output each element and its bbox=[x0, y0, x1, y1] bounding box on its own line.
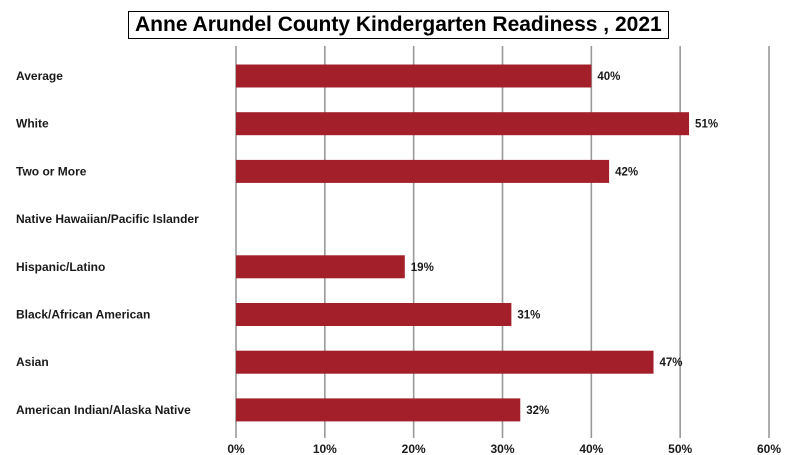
category-label: Native Hawaiian/Pacific Islander bbox=[16, 212, 199, 226]
bar bbox=[236, 112, 690, 136]
data-label: 51% bbox=[695, 119, 718, 131]
x-tick-label: 40% bbox=[579, 442, 603, 455]
data-label: 40% bbox=[597, 71, 620, 83]
x-tick-label: 30% bbox=[490, 442, 514, 455]
data-label: 47% bbox=[660, 357, 683, 369]
bar bbox=[236, 303, 512, 326]
bar bbox=[236, 64, 592, 88]
category-label: Two or More bbox=[16, 164, 87, 178]
x-tick-label: 50% bbox=[668, 442, 692, 455]
data-label: 32% bbox=[526, 405, 549, 417]
category-label: Asian bbox=[16, 355, 49, 369]
x-tick-label: 20% bbox=[402, 442, 426, 455]
category-label: Average bbox=[16, 69, 63, 83]
label-layer: 0% 10% 20% 30% 40% 50% 60% Average 40% White 51% Tw… bbox=[16, 69, 781, 455]
bar bbox=[236, 350, 654, 374]
bar bbox=[236, 159, 610, 183]
x-tick-label: 0% bbox=[227, 442, 245, 455]
category-label: Hispanic/Latino bbox=[16, 260, 105, 274]
bar bbox=[236, 255, 405, 279]
x-tick-label: 60% bbox=[757, 442, 781, 455]
bar bbox=[236, 398, 521, 422]
grid-layer bbox=[235, 46, 770, 438]
data-label: 19% bbox=[411, 262, 434, 274]
data-label: 42% bbox=[615, 166, 638, 178]
data-label: 31% bbox=[517, 310, 540, 322]
category-label: White bbox=[16, 117, 49, 131]
category-label: American Indian/Alaska Native bbox=[16, 403, 191, 417]
chart-title: Anne Arundel County Kindergarten Readine… bbox=[128, 11, 669, 39]
x-tick-label: 10% bbox=[313, 442, 337, 455]
category-label: Black/African American bbox=[16, 308, 150, 322]
bar-layer bbox=[236, 64, 690, 422]
